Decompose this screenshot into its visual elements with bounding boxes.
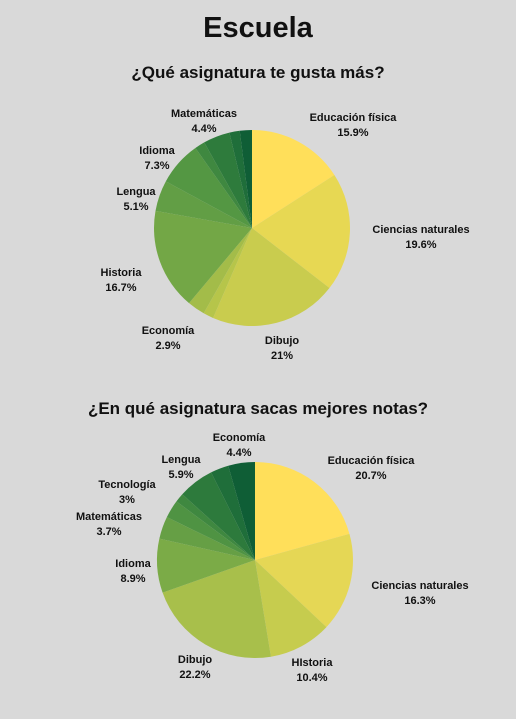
slice-label-idioma: Idioma 8.9%	[115, 558, 151, 585]
pie-slice-unlabeled-10	[229, 130, 252, 228]
pie-slice-historia	[153, 210, 252, 304]
slice-label-historia: HIstoria 10.4%	[292, 657, 334, 684]
pie-slice-educacion-fisica	[255, 462, 350, 560]
chart-title-favorite-subject: ¿Qué asignatura te gusta más?	[131, 63, 385, 82]
slice-label-ciencias-naturales: Ciencias naturales 16.3%	[371, 580, 468, 607]
chart-title-best-grades: ¿En qué asignatura sacas mejores notas?	[87, 399, 429, 418]
pie-slice-matematicas	[204, 132, 252, 228]
pie-slice-lengua	[182, 472, 255, 560]
slice-label-economia: Economía 4.4%	[213, 432, 266, 459]
slice-label-ciencias-naturales: Ciencias naturales 19.6%	[372, 224, 469, 251]
pie-slice-idioma	[157, 538, 255, 593]
pie-slice-dibujo	[162, 560, 271, 659]
pie-chart-favorite-subject: Educación física 15.9% Ciencias naturales 1…	[101, 108, 470, 362]
pie-slice-unlabeled-3	[203, 228, 252, 318]
pie-slice-unlabeled-7	[176, 494, 255, 560]
slice-label-idioma: Idioma 7.3%	[139, 145, 175, 172]
pie-slice-lengua	[155, 181, 252, 228]
pie-slice-ciencias-naturales	[255, 533, 353, 628]
pie-slice-educacion-fisica	[252, 130, 335, 228]
slice-label-educacion-fisica: Educación física 20.7%	[328, 455, 416, 482]
pie-slice-economia	[189, 228, 252, 314]
page-title: Escuela	[203, 12, 313, 44]
pie-slice-economia	[228, 462, 255, 560]
slice-label-dibujo: Dibujo 21%	[265, 335, 299, 362]
pie-chart-best-grades: Educación física 20.7% Ciencias naturales 1…	[76, 432, 469, 684]
slice-label-lengua: Lengua 5.1%	[116, 186, 156, 213]
pie-slice-unlabeled-8	[195, 142, 252, 228]
slice-label-economia: Economía 2.9%	[142, 325, 195, 352]
slice-label-historia: Historia 16.7%	[101, 267, 143, 294]
slice-label-educacion-fisica: Educación física 15.9%	[310, 112, 398, 139]
pie-slice-idioma	[165, 148, 252, 228]
slice-label-matematicas: Matemáticas 4.4%	[171, 108, 237, 135]
slice-label-matematicas: Matemáticas 3.7%	[76, 511, 142, 538]
pie-slice-unlabeled-11	[239, 130, 252, 228]
pie-slice-dibujo	[213, 228, 330, 327]
slice-label-dibujo: Dibujo 22.2%	[178, 654, 212, 681]
pie-slice-tecnologia	[166, 501, 255, 560]
pie-slice-ciencias-naturales	[252, 174, 350, 289]
pie-slice-unlabeled-9	[211, 465, 255, 560]
slice-label-lengua: Lengua 5.9%	[161, 454, 201, 481]
pie-slice-matematicas	[159, 517, 255, 560]
pie-slice-historia	[255, 560, 327, 657]
slice-label-tecnologia: Tecnología 3%	[98, 479, 156, 506]
